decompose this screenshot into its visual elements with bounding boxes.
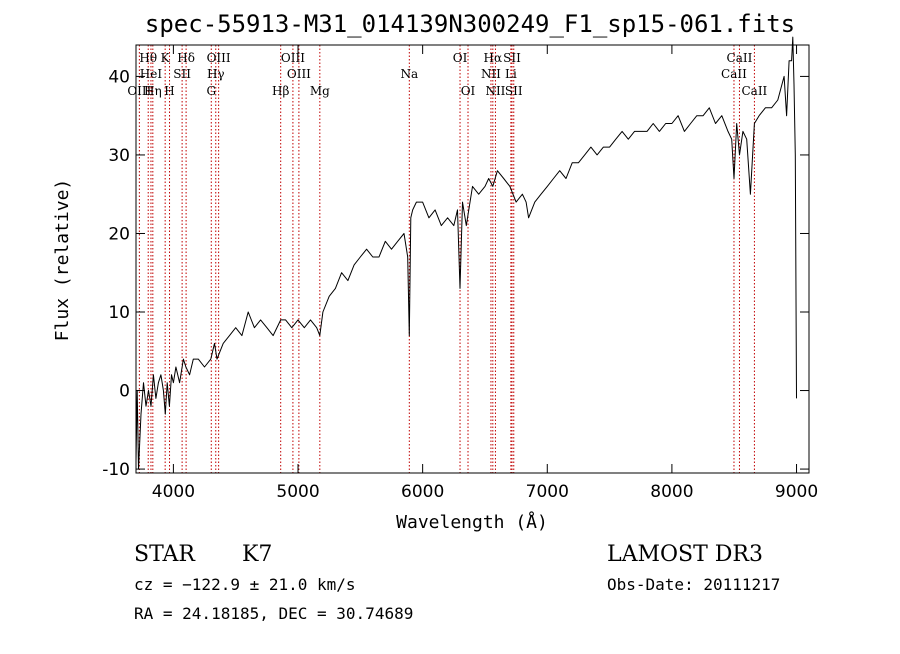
spectral-line-markers [138,45,755,473]
radial-velocity: cz = −122.9 ± 21.0 km/s [134,575,356,594]
spectral-line-label: CaII [721,67,747,81]
x-axis-ticks: 4000 5000 6000 7000 8000 9000 [152,45,818,502]
spectral-line-label: Na [400,67,418,81]
spectral-line-label: CaII [741,84,767,98]
y-tick-label: 20 [108,224,130,244]
spectral-line-label: CaII [727,51,753,65]
object-class: STAR [134,542,196,567]
survey-name: LAMOST DR3 [607,542,763,567]
object-subclass: K7 [242,542,272,567]
y-tick-label: 10 [108,303,130,323]
y-axis-ticks: -10 0 10 20 30 40 [102,67,809,480]
spectral-line-label: OIII [287,67,311,81]
plot-frame [135,44,810,474]
spectral-line-label: SII [173,67,191,81]
spectral-line-label: Hβ [272,84,289,98]
y-tick-label: 0 [119,382,130,402]
spectral-line-label: OIII [207,51,231,65]
y-tick-label: -10 [102,460,130,480]
spectral-line-label: HeI [140,67,163,81]
spectral-line-label: Mg [310,84,330,98]
x-tick-label: 7000 [526,482,569,502]
spectral-line-label: OIII [127,84,151,98]
spectral-line-label: OI [453,51,468,65]
flux-series-line [135,36,797,470]
spectral-line-label: SII [503,51,521,65]
x-axis-label: Wavelength (Å) [396,511,548,533]
chart-title: spec-55913-M31_014139N300249_F1_sp15-061… [145,10,795,38]
spectral-line-label: OIII [281,51,305,65]
x-tick-label: 8000 [650,482,693,502]
spectral-line-label: K [161,51,171,65]
y-tick-label: 40 [108,67,130,87]
spectral-line-label: Hδ [177,51,195,65]
spectral-line-label: Hη [144,84,162,98]
observation-date: Obs-Date: 20111217 [607,575,780,594]
spectral-line-label: Hγ [207,67,225,81]
spectral-line-label: G [206,84,216,98]
spectral-line-label: SII [505,84,523,98]
y-axis-label: Flux (relative) [52,179,73,342]
spectral-line-label: NII [485,84,505,98]
x-tick-label: 9000 [775,482,818,502]
x-tick-label: 5000 [276,482,319,502]
y-tick-label: 30 [108,146,130,166]
x-tick-label: 6000 [401,482,444,502]
spectral-line-label: Li [505,67,517,81]
x-tick-label: 4000 [152,482,195,502]
spectral-line-label: NII [481,67,501,81]
spectral-line-label: Hθ [139,51,157,65]
spectral-line-label: OI [461,84,476,98]
coordinates: RA = 24.18185, DEC = 30.74689 [134,604,413,623]
spectral-line-label: H [164,84,174,98]
series-layer [135,36,797,470]
spectral-line-label: Hα [484,51,503,65]
